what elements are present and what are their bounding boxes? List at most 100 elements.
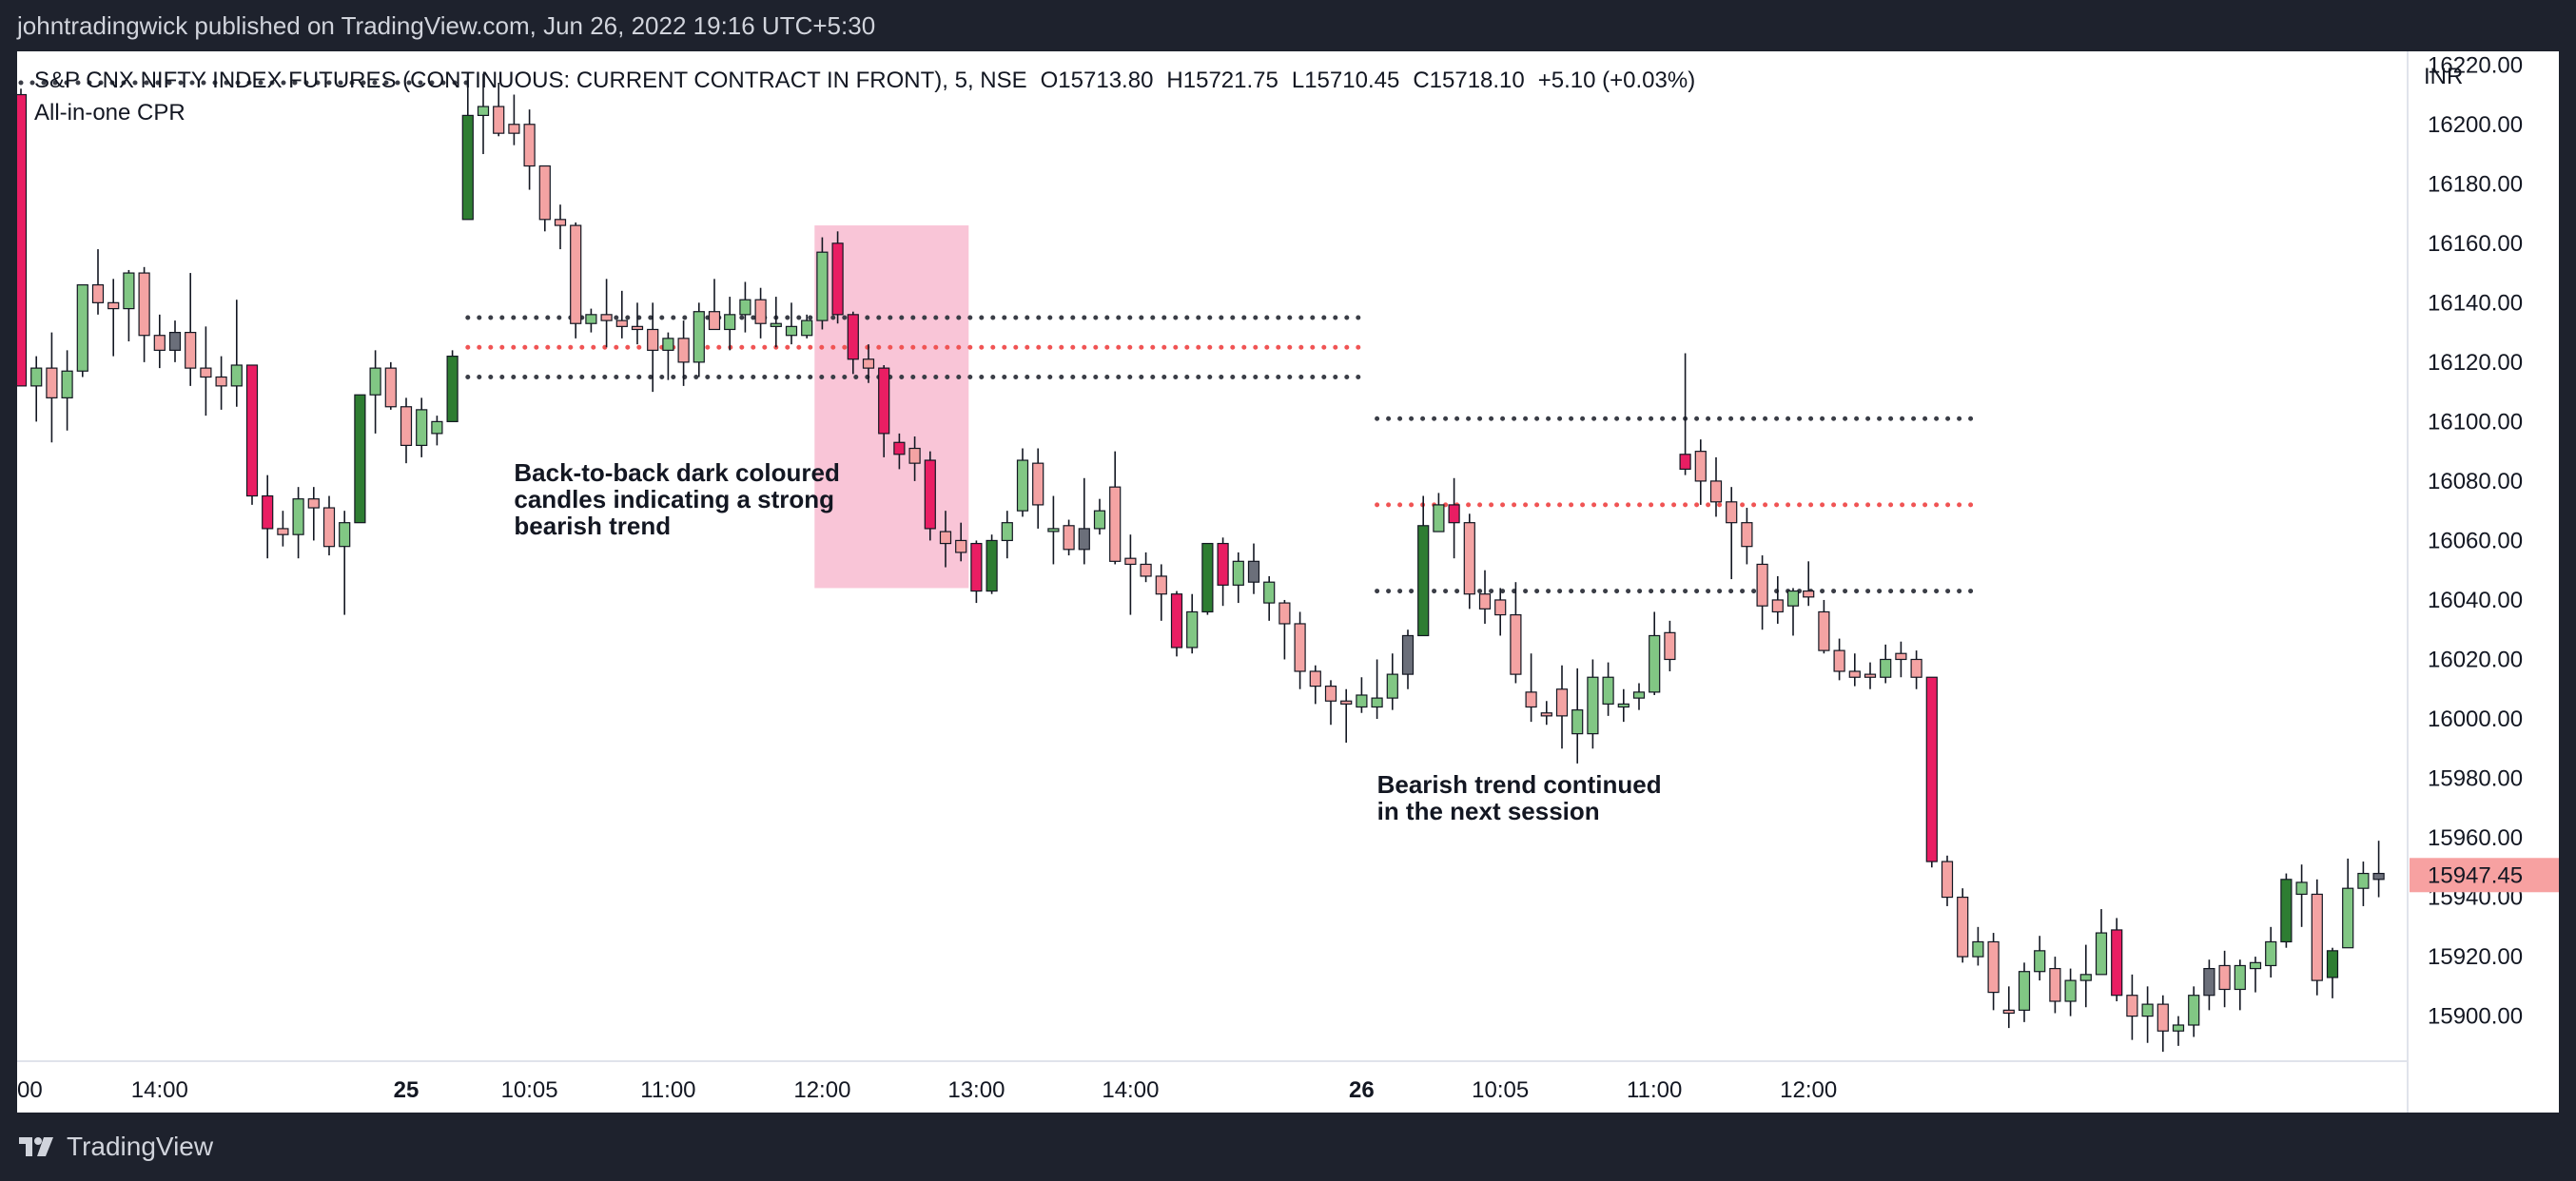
- tradingview-logo[interactable]: TradingView: [19, 1130, 213, 1164]
- candle: [2064, 968, 2077, 1016]
- instrument-legend: S&P CNX NIFTY INDEX FUTURES (CONTINUOUS:…: [34, 68, 1695, 93]
- candle: [1170, 590, 1183, 657]
- price-tick-label: 16220.00: [2428, 52, 2523, 78]
- candle: [1494, 588, 1507, 636]
- indicator-label[interactable]: All-in-one CPR: [34, 100, 185, 126]
- time-axis[interactable]: 00 14:00 25 10:05 11:00 12:00 13:00 14:00 26 10:0…: [17, 1077, 1837, 1103]
- candle-body: [1170, 593, 1183, 649]
- candle: [400, 397, 413, 464]
- candle: [647, 302, 659, 393]
- cpr-levels: [18, 80, 1981, 594]
- candle: [307, 487, 320, 541]
- candle-body: [2357, 872, 2370, 889]
- candle-body: [816, 251, 829, 321]
- candle: [538, 165, 551, 232]
- candle: [1371, 659, 1383, 719]
- annotation-line: Back-to-back dark coloured: [514, 458, 839, 487]
- candle: [200, 326, 212, 416]
- candle-body: [446, 356, 459, 422]
- candle: [2141, 986, 2154, 1043]
- candle-body: [1571, 709, 1584, 735]
- candle: [2156, 995, 2169, 1053]
- candle: [1309, 665, 1321, 705]
- price-tick-label: 16020.00: [2428, 647, 2523, 672]
- candle: [1510, 582, 1522, 684]
- candle: [585, 308, 597, 333]
- candle-body: [2295, 881, 2308, 896]
- candle-body: [1294, 623, 1306, 672]
- candle: [1741, 508, 1753, 565]
- candle-body: [2126, 995, 2138, 1017]
- candle: [831, 231, 844, 324]
- legend-instrument: S&P CNX NIFTY INDEX FUTURES (CONTINUOUS:…: [34, 68, 1027, 93]
- candle: [1864, 662, 1877, 689]
- publisher-text: johntradingwick published on TradingView…: [17, 11, 876, 40]
- candle: [1032, 448, 1044, 529]
- candle-body: [61, 370, 73, 398]
- candle: [1587, 659, 1599, 749]
- candle-body: [369, 367, 381, 396]
- brand-name: TradingView: [67, 1132, 214, 1161]
- price-chart[interactable]: Back-to-back dark coloured candles indica…: [14, 51, 2559, 1113]
- candle: [1925, 676, 1938, 868]
- candle: [508, 94, 520, 145]
- candle-body: [1925, 676, 1938, 862]
- legend-low: L15710.45: [1292, 68, 1399, 93]
- candle-body: [1016, 459, 1029, 512]
- candle: [2203, 959, 2215, 1011]
- candle-body: [1786, 590, 1800, 607]
- candle: [477, 73, 490, 155]
- candle: [153, 314, 166, 369]
- candle-body: [277, 528, 289, 535]
- candle: [615, 290, 628, 339]
- candle-body: [416, 409, 428, 446]
- candle: [123, 269, 135, 341]
- chart-background: [17, 51, 2559, 1113]
- annotation-line: bearish trend: [514, 512, 671, 540]
- annotation-line: in the next session: [1377, 797, 1600, 825]
- candle-body: [76, 283, 88, 372]
- time-tick-label: 10:05: [1472, 1077, 1529, 1103]
- time-tick-label: 11:00: [1627, 1077, 1682, 1103]
- candle: [277, 511, 289, 547]
- chart-frame[interactable]: Back-to-back dark coloured candles indica…: [14, 51, 2559, 1113]
- candle-body: [1232, 560, 1244, 586]
- candle-body: [2141, 1003, 2154, 1017]
- candle-body: [477, 106, 490, 116]
- candle: [76, 283, 88, 378]
- candle: [2342, 858, 2354, 949]
- candle: [2095, 909, 2108, 976]
- last-price-box: [2410, 858, 2559, 893]
- candle: [185, 273, 197, 386]
- candle-body: [2372, 872, 2385, 881]
- candle: [446, 350, 459, 422]
- candle: [1833, 638, 1845, 681]
- candle-body: [2326, 950, 2339, 978]
- candle: [908, 436, 921, 481]
- candle-body: [708, 311, 721, 331]
- legend-high: H15721.75: [1166, 68, 1278, 93]
- candle-body: [647, 328, 659, 351]
- candle-body: [1540, 712, 1552, 717]
- candle-body: [168, 332, 182, 351]
- candle-body: [1263, 581, 1276, 604]
- candle: [924, 451, 936, 541]
- publisher-bar: johntradingwick published on TradingView…: [0, 0, 2576, 51]
- candle-body: [1109, 486, 1122, 562]
- candle-body: [1032, 462, 1044, 506]
- price-axis[interactable]: 16220.00 16200.00 16180.00 16160.00 16140.00…: [2428, 52, 2523, 1029]
- time-tick-label: 14:00: [1102, 1077, 1159, 1103]
- candle-body: [570, 224, 582, 324]
- candle: [816, 237, 829, 330]
- candle: [1880, 644, 1892, 684]
- candle-body: [847, 314, 859, 360]
- candle-body: [754, 299, 767, 324]
- candle: [1941, 855, 1954, 906]
- candle: [14, 88, 28, 387]
- candle-body: [91, 283, 105, 303]
- candle: [2234, 959, 2246, 1011]
- candle: [1972, 926, 1984, 966]
- candle: [554, 204, 567, 250]
- candle: [230, 300, 243, 407]
- candle: [107, 279, 120, 357]
